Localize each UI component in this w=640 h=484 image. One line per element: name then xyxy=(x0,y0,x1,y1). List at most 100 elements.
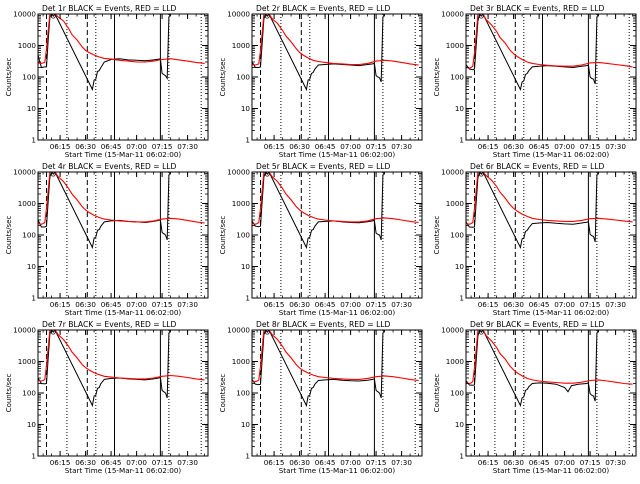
x-tick-label: 06:15 xyxy=(264,142,285,151)
panel-annotation: O xyxy=(265,12,271,20)
x-tick-label: 06:30 xyxy=(503,458,524,467)
x-tick-label: 06:15 xyxy=(50,300,71,309)
events-series-line xyxy=(38,330,178,408)
x-tick-label: 07:00 xyxy=(554,300,575,309)
x-tick-label: 07:00 xyxy=(340,300,361,309)
x-tick-label: 06:45 xyxy=(101,300,122,309)
x-tick-label: 07:30 xyxy=(177,142,198,151)
y-axis-label: Counts/sec xyxy=(433,216,441,255)
panel-annotation: O xyxy=(479,170,485,178)
x-tick-label: 07:00 xyxy=(126,300,147,309)
x-tick-label: 07:15 xyxy=(366,300,387,309)
x-tick-label: 06:45 xyxy=(315,458,336,467)
x-tick-label: 06:15 xyxy=(478,142,499,151)
x-tick-label: 06:45 xyxy=(529,300,550,309)
panel-annotation: O xyxy=(51,12,57,20)
x-tick-label: 06:45 xyxy=(529,142,550,151)
x-tick-label: 06:30 xyxy=(503,300,524,309)
plot-frame xyxy=(37,13,209,141)
lld-series-line xyxy=(466,330,633,385)
x-tick-label: 06:15 xyxy=(264,458,285,467)
y-tick-label: 1 xyxy=(31,452,36,461)
y-tick-label: 100 xyxy=(236,231,250,240)
x-tick-label: 07:30 xyxy=(177,300,198,309)
y-tick-label: 1000 xyxy=(446,199,465,208)
y-axis-label: Counts/sec xyxy=(5,58,13,97)
y-tick-label: 1000 xyxy=(18,199,37,208)
y-tick-label: 100 xyxy=(236,73,250,82)
y-tick-label: 10 xyxy=(27,420,37,429)
events-series-line xyxy=(252,14,392,92)
y-axis-label: Counts/sec xyxy=(219,216,227,255)
panel-title: Det 5r BLACK = Events, RED = LLD xyxy=(256,162,391,171)
panel-title: Det 3r BLACK = Events, RED = LLD xyxy=(470,4,605,13)
y-tick-label: 1 xyxy=(245,452,250,461)
x-axis-label: Start Time (15-Mar-11 06:02:00) xyxy=(65,466,182,475)
y-tick-label: 1000 xyxy=(18,41,37,50)
x-tick-label: 07:00 xyxy=(340,142,361,151)
y-tick-label: 10000 xyxy=(227,326,250,335)
y-tick-label: 1000 xyxy=(446,357,465,366)
y-tick-label: 10 xyxy=(455,262,465,271)
x-tick-label: 06:45 xyxy=(529,458,550,467)
y-tick-label: 1 xyxy=(459,294,464,303)
x-tick-label: 07:15 xyxy=(366,458,387,467)
x-axis-label: Start Time (15-Mar-11 06:02:00) xyxy=(493,466,610,475)
x-tick-label: 07:30 xyxy=(605,300,626,309)
x-tick-label: 06:45 xyxy=(315,300,336,309)
x-tick-label: 06:15 xyxy=(478,300,499,309)
x-axis-label: Start Time (15-Mar-11 06:02:00) xyxy=(493,308,610,317)
panel-annotation: O xyxy=(265,328,271,336)
x-tick-label: 07:15 xyxy=(580,458,601,467)
x-tick-label: 06:30 xyxy=(289,458,310,467)
x-tick-label: 07:30 xyxy=(605,458,626,467)
y-tick-label: 10000 xyxy=(441,168,464,177)
lld-series-line xyxy=(252,14,419,66)
x-tick-label: 07:00 xyxy=(340,458,361,467)
panel-annotation: O xyxy=(51,328,57,336)
panel-title: Det 4r BLACK = Events, RED = LLD xyxy=(42,162,177,171)
x-axis-label: Start Time (15-Mar-11 06:02:00) xyxy=(493,150,610,159)
panel-annotation: O xyxy=(479,328,485,336)
plot-frame xyxy=(465,171,637,299)
x-tick-label: 07:15 xyxy=(152,142,173,151)
y-tick-label: 1 xyxy=(459,136,464,145)
panel-title: Det 9r BLACK = Events, RED = LLD xyxy=(470,320,605,329)
x-tick-label: 07:15 xyxy=(580,142,601,151)
x-axis-label: Start Time (15-Mar-11 06:02:00) xyxy=(65,308,182,317)
x-tick-label: 07:00 xyxy=(554,142,575,151)
lld-series-line xyxy=(38,14,205,64)
x-tick-label: 06:45 xyxy=(101,458,122,467)
y-tick-label: 10 xyxy=(455,420,465,429)
y-tick-label: 100 xyxy=(22,73,36,82)
panel-annotation: O xyxy=(265,170,271,178)
x-tick-label: 07:00 xyxy=(126,458,147,467)
lld-series-line xyxy=(252,172,419,225)
y-tick-label: 100 xyxy=(22,231,36,240)
y-tick-label: 100 xyxy=(236,389,250,398)
panel-annotation: O xyxy=(479,12,485,20)
x-tick-label: 07:15 xyxy=(152,300,173,309)
y-tick-label: 10000 xyxy=(13,326,36,335)
y-tick-label: 10 xyxy=(27,262,37,271)
y-axis-label: Counts/sec xyxy=(433,374,441,413)
x-tick-label: 06:45 xyxy=(315,142,336,151)
y-tick-label: 10 xyxy=(241,262,251,271)
events-series-line xyxy=(466,14,606,91)
events-series-line xyxy=(38,14,178,92)
x-axis-label: Start Time (15-Mar-11 06:02:00) xyxy=(279,466,396,475)
x-tick-label: 07:00 xyxy=(554,458,575,467)
events-series-line xyxy=(38,172,178,250)
y-tick-label: 1000 xyxy=(446,41,465,50)
events-series-line xyxy=(252,172,392,250)
y-tick-label: 10000 xyxy=(227,168,250,177)
lld-series-line xyxy=(38,172,205,225)
y-tick-label: 10 xyxy=(241,420,251,429)
x-tick-label: 06:30 xyxy=(289,142,310,151)
